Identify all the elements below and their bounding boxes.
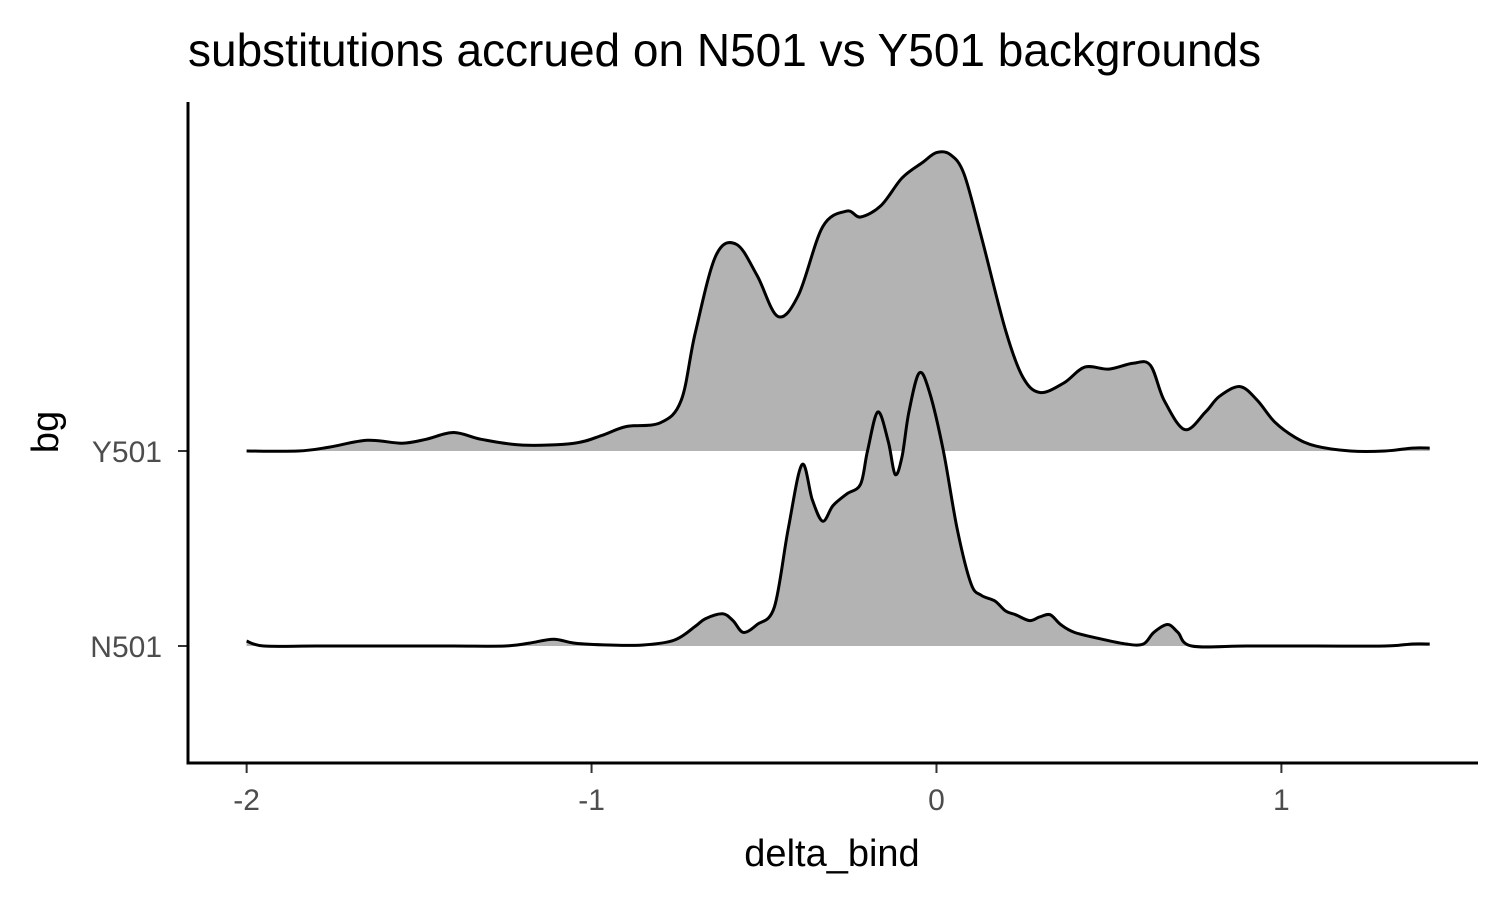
ridge-area-n501 — [246, 372, 1430, 648]
x-ticks-group: -2 -1 0 1 — [233, 764, 1290, 817]
x-axis-title: delta_bind — [744, 833, 919, 875]
ridge-area-y501 — [246, 151, 1430, 452]
chart-title: substitutions accrued on N501 vs Y501 ba… — [188, 24, 1261, 76]
y-tick-label-y501: Y501 — [92, 436, 162, 469]
ridge-y501 — [246, 150, 1430, 453]
y-ticks-group: N501 Y501 — [90, 436, 187, 664]
ridge-line-n501 — [246, 370, 1430, 649]
x-tick-label: -2 — [233, 784, 260, 817]
y-axis-title: bg — [25, 411, 67, 453]
y-tick-label-n501: N501 — [90, 631, 162, 664]
ridge-line-y501 — [246, 150, 1430, 453]
ridges-group — [246, 150, 1430, 649]
x-tick-label: 0 — [928, 784, 945, 817]
ridge-n501 — [246, 370, 1430, 649]
x-tick-label: 1 — [1273, 784, 1290, 817]
x-tick-label: -1 — [578, 784, 605, 817]
